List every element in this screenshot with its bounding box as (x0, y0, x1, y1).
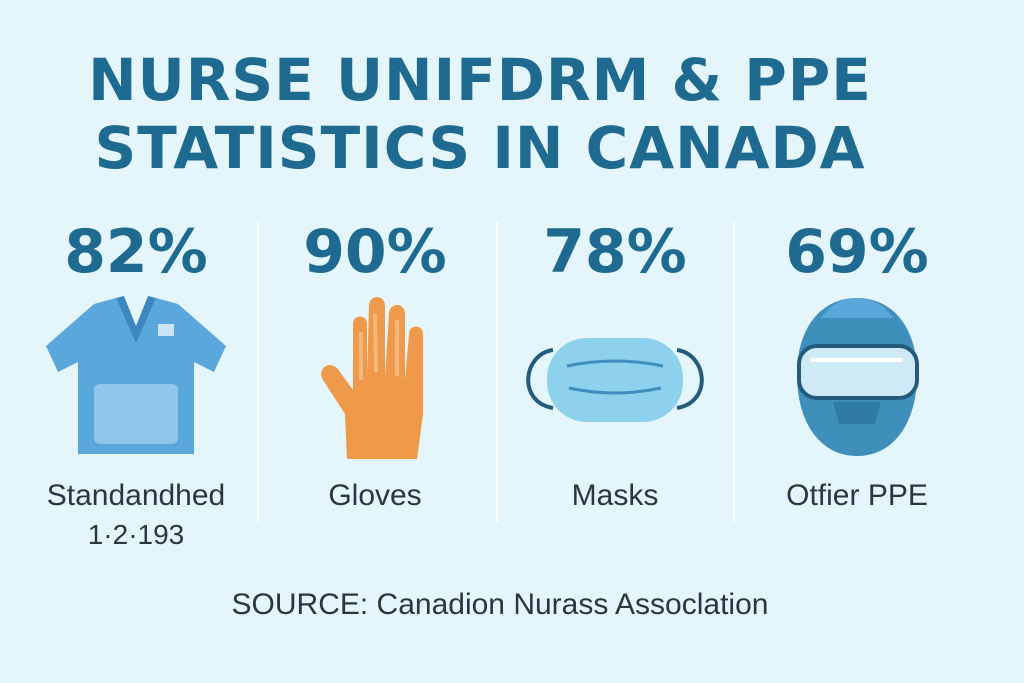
stat-other-ppe: 69% Otfier PPE (737, 212, 977, 552)
title-line-1: NURSE UNIFDRM & PPE (88, 46, 872, 114)
face-shield-icon (797, 298, 919, 456)
stat-sublabel: 1·2·193 (87, 519, 185, 550)
stat-value: 82% (64, 217, 208, 287)
mask-icon (526, 338, 704, 422)
scrubs-icon (46, 296, 226, 454)
stat-label: Masks (571, 479, 659, 512)
stat-value: 90% (303, 217, 447, 287)
stat-value: 69% (785, 217, 929, 287)
column-divider (496, 222, 498, 522)
column-divider (733, 222, 735, 522)
stat-label: Standandhed (46, 479, 226, 512)
stat-gloves: 90% Gloves (255, 212, 495, 552)
stat-value: 78% (543, 217, 687, 287)
stat-label: Otfier PPE (786, 479, 928, 512)
stat-uniform: 82% Standandhed 1·2·193 (16, 212, 256, 552)
source-citation: SOURCE: Canadion Nurass Assoclation (231, 588, 769, 621)
title-line-2: STATISTICS IN CANADA (94, 114, 866, 182)
column-divider (257, 222, 259, 522)
stat-masks: 78% Masks (495, 212, 735, 552)
glove-icon (321, 297, 423, 459)
stat-label: Gloves (328, 479, 422, 512)
infographic-title: NURSE UNIFDRM & PPE STATISTICS IN CANADA (0, 46, 960, 182)
